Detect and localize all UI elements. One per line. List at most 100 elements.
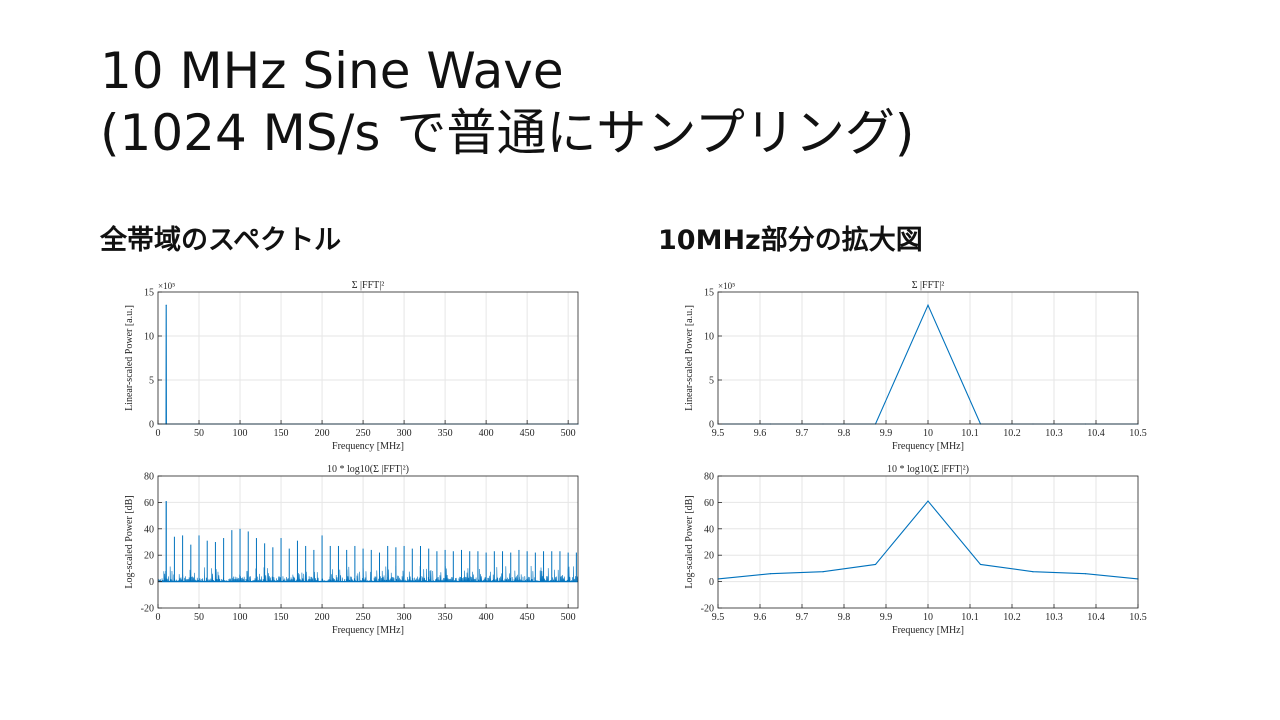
y-tick-label: 5 <box>149 376 154 387</box>
x-tick-label: 10 <box>923 428 933 439</box>
x-tick-label: 10.4 <box>1087 612 1105 623</box>
x-tick-label: 9.9 <box>880 612 893 623</box>
x-tick-label: 400 <box>479 612 494 623</box>
x-tick-label: 400 <box>479 428 494 439</box>
data-point <box>1084 573 1087 575</box>
x-tick-label: 9.6 <box>754 428 767 439</box>
x-tick-label: 9.7 <box>796 428 809 439</box>
data-point <box>1032 571 1034 573</box>
x-tick-label: 300 <box>397 612 412 623</box>
x-tick-label: 9.7 <box>796 612 809 623</box>
y-tick-label: 80 <box>144 472 154 483</box>
chart-svg: 0 50 100 150 200 250 300 350 400 450 500-200204060… <box>124 464 579 636</box>
chart-title: 10 * log10(Σ |FFT|²) <box>887 464 969 475</box>
chart-full-linear: 0 50 100 150 200 250 300 350 400 450 500 0 5 10 15 Σ |F… <box>110 276 580 466</box>
plot-area <box>158 292 578 424</box>
x-tick-label: 10 <box>923 612 933 623</box>
x-tick-label: 9.8 <box>838 612 851 623</box>
x-tick-label: 350 <box>438 612 453 623</box>
x-tick-label: 10.5 <box>1129 612 1147 623</box>
y-tick-label: 40 <box>704 524 714 535</box>
data-point <box>822 571 824 573</box>
y-axis-label: Log-scaled Power [dB] <box>684 495 695 588</box>
x-tick-label: 150 <box>274 612 289 623</box>
data-point <box>927 304 929 306</box>
y-tick-label: -20 <box>701 604 714 615</box>
y-tick-label: 20 <box>704 551 714 562</box>
y-tick-label: 20 <box>144 551 154 562</box>
x-tick-label: 9.6 <box>754 612 767 623</box>
y-tick-label: -20 <box>141 604 154 615</box>
chart-zoom-log: 9.5 9.6 9.7 9.8 9.9 10 10.1 10.2 10.3 10.4 10.5 -20… <box>670 460 1147 650</box>
y-axis-label: Log-scaled Power [dB] <box>124 495 135 588</box>
x-axis-label: Frequency [MHz] <box>892 625 964 636</box>
x-tick-label: 50 <box>194 612 204 623</box>
y-axis-label: Linear-scaled Power [a.u.] <box>684 305 695 411</box>
y-tick-label: 60 <box>144 498 154 509</box>
x-tick-label: 100 <box>233 612 248 623</box>
y-tick-label: 0 <box>149 577 154 588</box>
y-tick-label: 10 <box>144 332 154 343</box>
x-tick-label: 450 <box>520 428 535 439</box>
y-tick-label: 10 <box>704 332 714 343</box>
x-tick-label: 0 <box>156 612 161 623</box>
x-tick-label: 50 <box>194 428 204 439</box>
x-tick-label: 450 <box>520 612 535 623</box>
chart-title: Σ |FFT|² <box>912 280 945 291</box>
y-tick-label: 0 <box>709 577 714 588</box>
x-tick-label: 10.2 <box>1003 428 1021 439</box>
slide-title-line2: (1024 MS/s で普通にサンプリング) <box>100 104 915 162</box>
chart-title: 10 * log10(Σ |FFT|²) <box>327 464 409 475</box>
x-tick-label: 200 <box>315 612 330 623</box>
chart-zoom-linear: 9.5 9.6 9.7 9.8 9.9 10 10.1 10.2 10.3 10.4 10.5 0 5 1… <box>670 276 1147 466</box>
x-tick-label: 350 <box>438 428 453 439</box>
x-tick-label: 10.3 <box>1045 428 1063 439</box>
x-tick-label: 500 <box>561 612 576 623</box>
plot-area <box>158 476 578 608</box>
chart-svg: 0 50 100 150 200 250 300 350 400 450 500 0 5 10 15 Σ |F… <box>124 280 579 452</box>
x-tick-label: 10.1 <box>961 428 979 439</box>
y-tick-label: 15 <box>144 288 154 299</box>
chart-svg: 9.5 9.6 9.7 9.8 9.9 10 10.1 10.2 10.3 10.4 10.5 0 5 1… <box>684 280 1147 452</box>
data-point <box>979 563 982 566</box>
x-axis-label: Frequency [MHz] <box>332 625 404 636</box>
section-heading-zoom: 10MHz部分の拡大図 <box>658 225 923 256</box>
x-tick-label: 100 <box>233 428 248 439</box>
y-exponent-label: ×10⁵ <box>158 281 175 291</box>
x-tick-label: 9.5 <box>712 612 725 623</box>
y-tick-label: 15 <box>704 288 714 299</box>
x-tick-label: 9.8 <box>838 428 851 439</box>
y-tick-label: 60 <box>704 498 714 509</box>
x-tick-label: 10.5 <box>1129 428 1147 439</box>
data-point <box>874 563 877 566</box>
slide-title: 10 MHz Sine Wave (1024 MS/s で普通にサンプリング) <box>100 40 1200 164</box>
x-tick-label: 9.5 <box>712 428 725 439</box>
x-tick-label: 500 <box>561 428 576 439</box>
axes-box <box>157 291 579 425</box>
x-axis-label: Frequency [MHz] <box>892 441 964 452</box>
y-tick-label: 80 <box>704 472 714 483</box>
axes-box <box>157 475 579 609</box>
x-tick-label: 150 <box>274 428 289 439</box>
data-point <box>165 304 167 306</box>
data-point <box>927 500 929 502</box>
x-tick-label: 10.1 <box>961 612 979 623</box>
chart-full-log: 0 50 100 150 200 250 300 350 400 450 500 -20 0 20 40 60… <box>110 460 580 650</box>
x-tick-label: 10.3 <box>1045 612 1063 623</box>
x-tick-label: 9.9 <box>880 428 893 439</box>
x-tick-label: 250 <box>356 612 371 623</box>
x-tick-label: 0 <box>156 428 161 439</box>
x-tick-label: 10.2 <box>1003 612 1021 623</box>
chart-title: Σ |FFT|² <box>352 280 385 291</box>
section-heading-full-band: 全帯域のスペクトル <box>100 225 342 256</box>
y-tick-label: 0 <box>149 420 154 431</box>
y-tick-label: 0 <box>709 420 714 431</box>
y-tick-label: 5 <box>709 376 714 387</box>
x-axis-label: Frequency [MHz] <box>332 441 404 452</box>
slide-title-line1: 10 MHz Sine Wave <box>100 42 564 100</box>
x-tick-label: 200 <box>315 428 330 439</box>
series-line <box>158 501 578 583</box>
y-exponent-label: ×10⁵ <box>718 281 735 291</box>
y-tick-label: 40 <box>144 524 154 535</box>
x-tick-label: 300 <box>397 428 412 439</box>
